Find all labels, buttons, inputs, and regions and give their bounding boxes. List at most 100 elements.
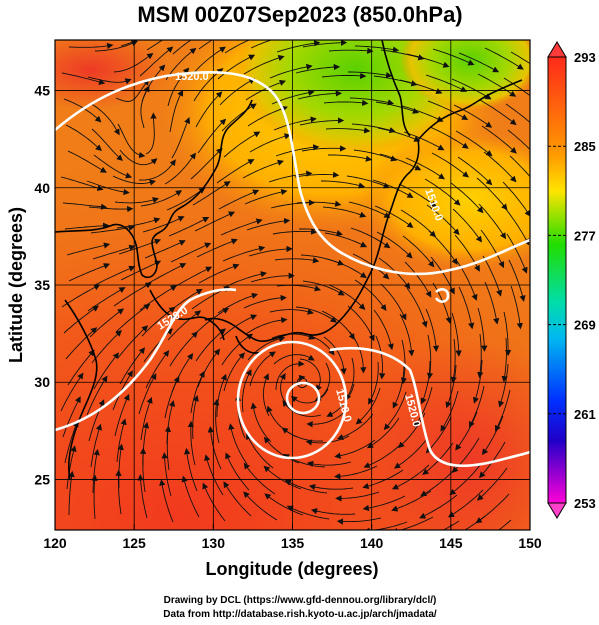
streamline xyxy=(89,102,120,136)
streamline xyxy=(245,317,288,335)
x-tick-label: 120 xyxy=(43,535,67,551)
streamline xyxy=(113,282,152,307)
streamline xyxy=(391,516,434,530)
streamline xyxy=(404,261,432,298)
streamline xyxy=(243,491,278,521)
streamline xyxy=(190,370,205,414)
streamline xyxy=(472,359,483,404)
streamline xyxy=(424,178,461,206)
map-title: MSM 00Z07Sep2023 (850.0hPa) xyxy=(137,2,462,27)
streamline xyxy=(62,396,81,438)
streamline xyxy=(196,238,238,258)
streamline xyxy=(114,393,130,437)
streamline xyxy=(119,149,158,166)
streamline xyxy=(321,310,355,341)
streamline xyxy=(247,335,286,361)
streamline xyxy=(88,205,134,213)
streamline xyxy=(335,491,380,502)
streamline xyxy=(140,190,183,207)
streamline xyxy=(477,333,484,379)
streamline xyxy=(250,272,295,283)
streamline xyxy=(478,203,507,240)
contour-1520-east xyxy=(329,346,530,467)
streamline xyxy=(507,129,530,151)
streamline xyxy=(68,470,75,515)
streamline xyxy=(161,452,172,497)
streamline xyxy=(91,474,98,520)
streamline xyxy=(282,400,322,417)
streamline xyxy=(198,40,213,50)
streamline xyxy=(275,360,305,391)
streamline xyxy=(510,285,523,330)
streamline xyxy=(334,465,378,480)
streamline xyxy=(349,97,395,106)
streamline xyxy=(399,79,443,95)
streamline xyxy=(115,303,151,333)
streamline xyxy=(366,417,400,449)
streamline xyxy=(483,151,517,183)
streamline xyxy=(246,433,274,469)
streamline xyxy=(510,51,530,65)
streamline xyxy=(94,40,139,52)
streamline xyxy=(501,337,508,383)
streamline xyxy=(326,258,367,279)
y-tick-label: 25 xyxy=(34,471,50,487)
streamline xyxy=(243,462,276,495)
streamline xyxy=(246,217,291,231)
streamline xyxy=(170,242,212,263)
streamline xyxy=(191,46,227,76)
streamline xyxy=(65,327,98,360)
streamline xyxy=(224,271,268,288)
streamline xyxy=(450,182,484,214)
streamline xyxy=(414,386,433,428)
streamline xyxy=(89,308,125,338)
streamline xyxy=(451,78,492,100)
streamline xyxy=(453,104,493,128)
streamline xyxy=(351,123,396,134)
streamline xyxy=(306,460,352,468)
streamline xyxy=(346,175,390,189)
streamline xyxy=(218,189,260,210)
streamline xyxy=(431,152,469,178)
streamline xyxy=(354,45,400,53)
streamline xyxy=(297,90,343,100)
streamline xyxy=(302,40,348,48)
streamline xyxy=(380,49,425,61)
y-tick-label: 40 xyxy=(34,180,50,196)
streamline xyxy=(321,180,366,189)
credit-drawing: Drawing by DCL (https://www.gfd-dennou.o… xyxy=(164,595,437,606)
streamline xyxy=(476,177,508,211)
streamline xyxy=(347,305,375,342)
streamline xyxy=(368,361,379,405)
streamline xyxy=(276,40,321,53)
streamline xyxy=(314,362,331,402)
streamline xyxy=(171,117,191,159)
coast-japan-honshu xyxy=(204,139,420,343)
streamline xyxy=(299,358,322,392)
y-tick-label: 45 xyxy=(34,83,50,99)
streamline xyxy=(144,240,186,259)
streamline xyxy=(221,103,257,132)
streamline xyxy=(398,183,437,208)
streamline xyxy=(284,479,328,494)
streamline xyxy=(375,101,420,114)
streamline xyxy=(198,263,240,284)
streamline xyxy=(164,425,172,471)
streamline xyxy=(372,179,414,198)
colorbar-tick-label: 269 xyxy=(574,318,596,333)
streamline xyxy=(247,105,288,127)
streamline xyxy=(66,242,111,256)
streamline xyxy=(275,144,320,157)
streamline xyxy=(353,149,398,162)
streamline xyxy=(221,333,254,366)
streamline xyxy=(90,423,102,468)
streamline xyxy=(249,133,291,153)
x-tick-label: 145 xyxy=(439,535,463,551)
streamline xyxy=(299,228,343,237)
streamline xyxy=(504,207,530,246)
streamline xyxy=(117,443,124,489)
streamline xyxy=(140,85,150,129)
streamline xyxy=(345,357,355,401)
streamline xyxy=(192,394,199,440)
streamline xyxy=(169,89,184,133)
